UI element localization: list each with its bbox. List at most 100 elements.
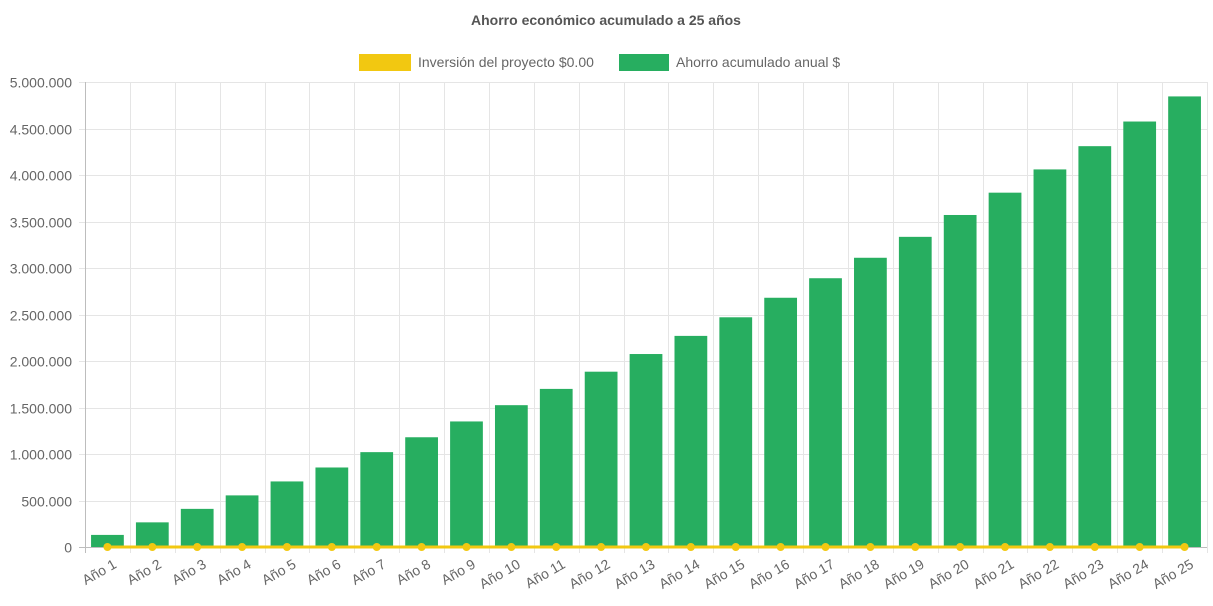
x-tick-label: Año 1 [79, 556, 119, 588]
point-investment[interactable] [821, 543, 830, 551]
x-tick-label: Año 16 [746, 556, 793, 592]
bar-savings[interactable] [764, 297, 798, 547]
legend-swatch-investment [359, 54, 411, 71]
point-investment[interactable] [731, 543, 740, 551]
point-investment[interactable] [193, 543, 202, 551]
bar-savings[interactable] [225, 495, 259, 547]
y-tick-label: 4.500.000 [10, 122, 72, 138]
x-tick-label: Año 8 [393, 556, 433, 588]
x-tick-label: Año 21 [970, 556, 1017, 592]
point-investment[interactable] [327, 543, 336, 551]
y-tick-label: 3.000.000 [10, 261, 72, 277]
bar-savings[interactable] [629, 354, 663, 547]
x-tick-label: Año 18 [835, 556, 882, 592]
legend: Inversión del proyecto $0.00 Ahorro acum… [359, 54, 840, 71]
point-investment[interactable] [1090, 543, 1099, 551]
legend-swatch-savings [619, 54, 669, 71]
bar-savings[interactable] [450, 421, 483, 547]
x-axis: Año 1 Año 2 Año 3 Año 4 Año 5 Año 6 Año 7 Año 8… [79, 556, 1196, 592]
x-tick-label: Año 7 [349, 556, 389, 588]
y-tick-label: 5.000.000 [10, 75, 72, 91]
x-tick-label: Año 24 [1105, 556, 1152, 592]
x-tick-label: Año 6 [304, 556, 344, 588]
y-tick-label: 3.500.000 [10, 215, 72, 231]
bar-savings[interactable] [1078, 146, 1112, 548]
point-investment[interactable] [642, 543, 650, 551]
point-investment[interactable] [956, 543, 965, 551]
point-investment[interactable] [372, 543, 381, 551]
x-tick-label: Año 9 [438, 556, 478, 588]
line-series [103, 543, 1189, 551]
x-tick-label: Año 2 [124, 556, 164, 588]
point-investment[interactable] [417, 543, 426, 551]
point-investment[interactable] [1001, 543, 1010, 551]
x-tick-label: Año 23 [1060, 556, 1107, 592]
x-tick-label: Año 25 [1150, 556, 1197, 592]
bar-series [91, 96, 1201, 548]
point-investment[interactable] [148, 543, 157, 551]
y-tick-label: 1.000.000 [10, 447, 72, 463]
point-investment[interactable] [507, 543, 516, 551]
bar-savings[interactable] [898, 236, 932, 547]
point-investment[interactable] [462, 543, 471, 551]
point-investment[interactable] [776, 543, 785, 551]
point-investment[interactable] [1045, 543, 1054, 551]
bar-savings[interactable] [584, 371, 618, 547]
y-tick-label: 2.500.000 [10, 308, 72, 324]
bar-savings[interactable] [180, 508, 214, 547]
bar-savings[interactable] [405, 437, 438, 547]
bar-savings[interactable] [809, 278, 842, 547]
x-tick-label: Año 4 [214, 556, 254, 588]
y-axis: 0 500.000 1.000.000 1.500.000 2.000.000 2.500… [10, 75, 73, 556]
x-tick-label: Año 5 [259, 556, 299, 588]
point-investment[interactable] [911, 543, 920, 551]
bar-savings[interactable] [270, 481, 304, 547]
legend-item-investment[interactable]: Inversión del proyecto $0.00 [359, 54, 594, 71]
chart-title: Ahorro económico acumulado a 25 años [471, 12, 741, 28]
x-tick-label: Año 14 [656, 556, 703, 592]
point-investment[interactable] [1135, 543, 1144, 551]
x-tick-label: Año 10 [476, 556, 523, 592]
bar-savings[interactable] [674, 335, 708, 547]
point-investment[interactable] [866, 543, 875, 551]
y-tick-label: 1.500.000 [10, 401, 72, 417]
bar-savings[interactable] [135, 522, 169, 547]
x-tick-label: Año 12 [566, 556, 613, 592]
x-tick-label: Año 22 [1015, 556, 1062, 592]
y-tick-label: 500.000 [21, 494, 72, 510]
bar-savings[interactable] [494, 405, 528, 547]
legend-label-investment: Inversión del proyecto $0.00 [418, 54, 594, 70]
bar-savings[interactable] [988, 192, 1022, 548]
point-investment[interactable] [282, 543, 291, 551]
bar-savings[interactable] [360, 452, 394, 547]
y-tick-label: 2.000.000 [10, 354, 72, 370]
point-investment[interactable] [1180, 543, 1189, 551]
point-investment[interactable] [552, 543, 561, 551]
bar-savings[interactable] [315, 467, 349, 547]
point-investment[interactable] [597, 543, 606, 551]
point-investment[interactable] [103, 543, 112, 551]
point-investment[interactable] [238, 543, 247, 551]
bar-savings[interactable] [91, 534, 124, 547]
bar-savings[interactable] [854, 257, 887, 547]
grid-lines [79, 82, 1208, 553]
legend-label-savings: Ahorro acumulado anual $ [676, 54, 840, 70]
x-tick-label: Año 3 [169, 556, 209, 588]
bar-savings[interactable] [1168, 96, 1201, 547]
bar-savings[interactable] [719, 317, 753, 547]
y-tick-label: 0 [64, 540, 72, 556]
point-investment[interactable] [686, 543, 695, 551]
x-tick-label: Año 20 [925, 556, 972, 592]
x-tick-label: Año 19 [880, 556, 927, 592]
y-tick-label: 4.000.000 [10, 168, 72, 184]
legend-item-savings[interactable]: Ahorro acumulado anual $ [619, 54, 840, 71]
x-tick-label: Año 17 [791, 556, 838, 592]
bar-savings[interactable] [1123, 121, 1157, 548]
x-tick-label: Año 15 [701, 556, 748, 592]
bar-savings[interactable] [539, 388, 573, 547]
x-tick-label: Año 11 [522, 556, 568, 592]
bar-savings[interactable] [1033, 169, 1067, 548]
bar-savings[interactable] [943, 214, 977, 548]
